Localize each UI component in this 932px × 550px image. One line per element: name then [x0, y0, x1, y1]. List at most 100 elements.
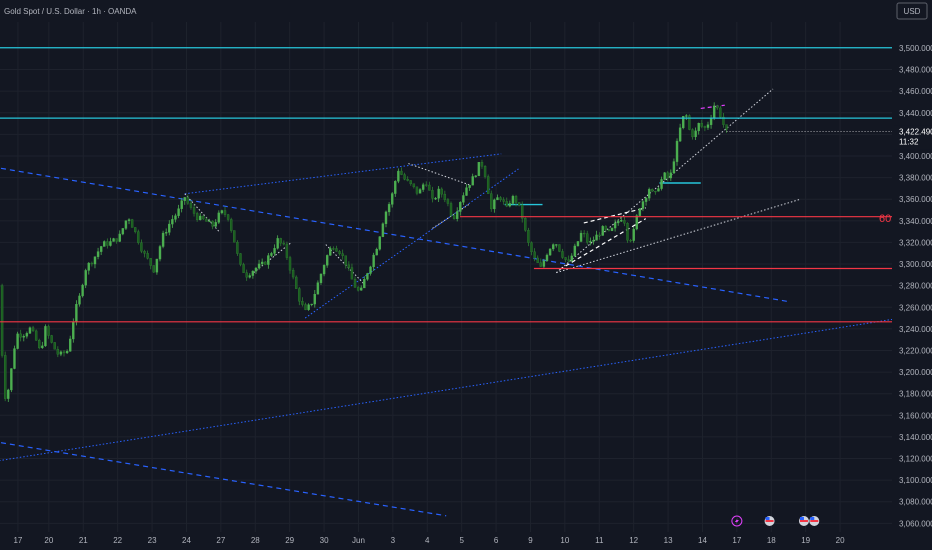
candle-body — [50, 335, 53, 343]
candle-body — [595, 234, 598, 241]
candle-body — [273, 248, 276, 254]
candle-body — [521, 204, 524, 219]
candle-body — [598, 234, 601, 236]
candle-body — [446, 199, 450, 204]
candle-body — [146, 253, 149, 259]
price-tick-label: 3,160.000 — [899, 411, 932, 420]
candle-body — [443, 193, 447, 200]
candle-body — [202, 215, 205, 220]
candle-body — [660, 179, 663, 189]
candle-body — [59, 351, 63, 355]
candle-body — [394, 181, 397, 194]
currency-label: USD — [904, 7, 921, 16]
candle-body — [533, 251, 536, 259]
currency-button[interactable] — [896, 2, 928, 20]
time-tick-label: 20 — [836, 536, 845, 545]
time-tick-label: 10 — [560, 536, 569, 545]
time-tick-label: 19 — [801, 536, 810, 545]
candle-body — [579, 232, 583, 242]
candle-body — [84, 270, 87, 286]
grid-lines — [0, 22, 892, 532]
candle-body — [28, 327, 32, 334]
candle-body — [490, 193, 493, 210]
candle-body — [329, 248, 332, 256]
candle-body — [542, 260, 546, 267]
candle-body — [341, 253, 344, 256]
candle-body — [685, 115, 688, 117]
candle-body — [347, 264, 351, 268]
candle-body — [607, 229, 611, 231]
candle-body — [582, 232, 586, 235]
price-tick-label: 3,360.000 — [899, 195, 932, 204]
candle-body — [477, 162, 481, 177]
price-tick-label: 3,300.000 — [899, 260, 932, 269]
time-axis[interactable]: 17 20 21 22 23 24 27 28 29 30 Jun 3 4 5 6 9 10 11 12 13 14 17… — [13, 536, 845, 545]
candle-body — [264, 261, 267, 265]
candle-body — [158, 246, 162, 260]
candle-body — [260, 261, 264, 265]
candle-body — [161, 232, 165, 247]
price-tick-label: 3,060.000 — [899, 519, 932, 528]
candle-body — [149, 258, 152, 266]
time-tick-label: 13 — [664, 536, 673, 545]
annotation-60: 60 — [879, 213, 891, 225]
candle-body — [725, 124, 728, 130]
flash-event-icon — [731, 515, 743, 527]
candle-body — [617, 221, 620, 224]
time-tick-label: 24 — [182, 536, 191, 545]
candle-body — [403, 174, 406, 180]
candle-body — [205, 218, 208, 222]
candle-body — [496, 197, 499, 201]
time-tick-label: 9 — [528, 536, 533, 545]
candle-body — [412, 183, 416, 188]
candle-body — [285, 243, 289, 258]
support-trendline-long — [556, 198, 801, 274]
candle-body — [672, 161, 676, 174]
candle-body — [62, 351, 66, 354]
event-markers[interactable] — [731, 515, 820, 527]
candle-body — [195, 213, 199, 221]
time-tick-label: 18 — [767, 536, 776, 545]
candle-body — [548, 248, 552, 256]
candle-body — [7, 389, 10, 399]
candle-body — [109, 241, 112, 246]
flag-lower-line — [432, 203, 471, 229]
candle-body — [90, 262, 94, 265]
candle-body — [171, 219, 174, 225]
candle-body — [93, 256, 97, 265]
candle-body — [3, 355, 7, 399]
candle-body — [291, 269, 295, 278]
candle-body — [242, 264, 245, 273]
candle-body — [16, 333, 19, 349]
candle-body — [669, 172, 673, 179]
candle-body — [53, 342, 56, 350]
candle-body — [316, 282, 320, 295]
rising-channel-upper — [583, 207, 646, 224]
price-axis[interactable]: 3,060.000 3,080.000 3,100.000 3,120.000 3,14… — [892, 0, 932, 550]
flag-stripe — [799, 520, 808, 522]
symbol-title: Gold Spot / U.S. Dollar · 1h · OANDA — [4, 7, 137, 16]
candle-body — [81, 284, 84, 297]
candle-body — [452, 215, 456, 219]
current-price-value: 3,422.490 — [899, 128, 932, 137]
candle-body — [502, 199, 505, 202]
flash-bolt-icon — [734, 518, 739, 524]
candle-body — [384, 211, 388, 224]
candle-body — [483, 165, 487, 177]
candle-body — [118, 233, 121, 242]
price-tick-label: 3,180.000 — [899, 390, 932, 399]
candle-body — [387, 204, 391, 213]
candle-body — [236, 241, 239, 254]
candle-body — [434, 198, 437, 200]
candle-body — [19, 333, 22, 338]
candle-body — [186, 197, 190, 204]
candle-body — [34, 330, 38, 341]
candle-body — [0, 285, 4, 356]
price-tick-label: 3,260.000 — [899, 303, 932, 312]
descending-trendline-lower — [0, 441, 447, 517]
price-bars — [0, 102, 728, 402]
candle-body — [409, 180, 412, 184]
candle-body — [155, 258, 159, 273]
price-tick-label: 3,460.000 — [899, 87, 932, 96]
